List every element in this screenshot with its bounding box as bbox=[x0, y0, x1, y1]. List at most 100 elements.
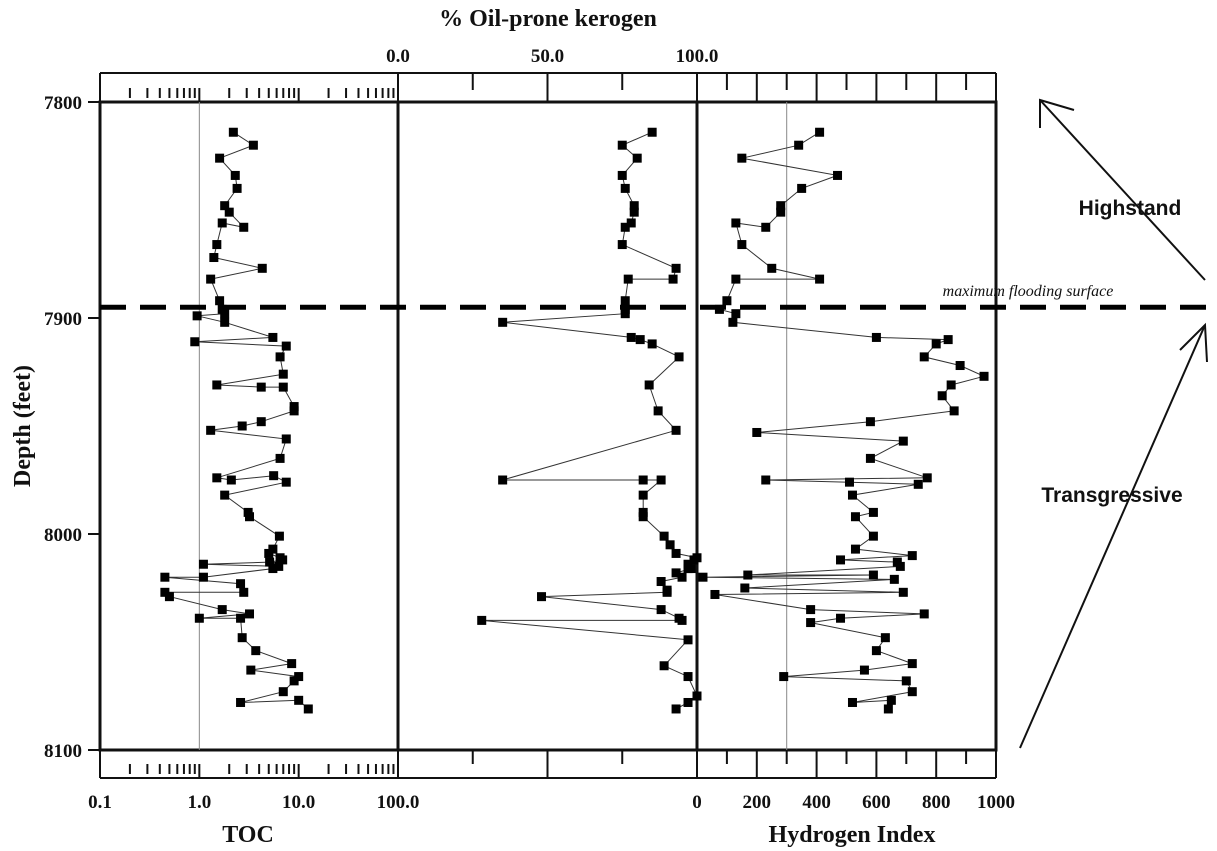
data-point bbox=[889, 574, 899, 584]
reference-lines bbox=[198, 102, 788, 750]
data-point bbox=[731, 218, 741, 228]
data-point bbox=[268, 564, 278, 574]
data-point bbox=[836, 613, 846, 623]
data-point bbox=[868, 531, 878, 541]
data-point bbox=[228, 127, 238, 137]
data-point bbox=[898, 587, 908, 597]
data-point bbox=[776, 201, 786, 211]
transgressive-arrow-head bbox=[1179, 322, 1208, 363]
data-point bbox=[192, 311, 202, 321]
depth-tick-label: 8100 bbox=[44, 741, 82, 762]
data-point bbox=[665, 540, 675, 550]
data-point bbox=[217, 605, 227, 615]
top-axis-title: % Oil-prone kerogen bbox=[439, 6, 657, 32]
data-point bbox=[815, 127, 825, 137]
data-point bbox=[674, 352, 684, 362]
data-point bbox=[859, 665, 869, 675]
data-point bbox=[278, 382, 288, 392]
data-point bbox=[683, 672, 693, 682]
data-point bbox=[797, 183, 807, 193]
data-point bbox=[257, 263, 267, 273]
data-point bbox=[731, 274, 741, 284]
data-point bbox=[767, 263, 777, 273]
data-point bbox=[647, 339, 657, 349]
data-point bbox=[256, 417, 266, 427]
data-point bbox=[274, 531, 284, 541]
data-point bbox=[644, 380, 654, 390]
data-point bbox=[671, 568, 681, 578]
data-point bbox=[206, 425, 216, 435]
data-point bbox=[806, 618, 816, 628]
toc-tick-label: 1.0 bbox=[187, 792, 211, 813]
data-point bbox=[689, 555, 699, 565]
data-point bbox=[686, 564, 696, 574]
data-point bbox=[901, 676, 911, 686]
data-point bbox=[731, 309, 741, 319]
data-point bbox=[289, 676, 299, 686]
data-point bbox=[671, 263, 681, 273]
data-point bbox=[275, 352, 285, 362]
data-point bbox=[844, 477, 854, 487]
data-point bbox=[919, 352, 929, 362]
data-point bbox=[164, 592, 174, 602]
data-point bbox=[224, 207, 234, 217]
data-point bbox=[281, 434, 291, 444]
data-point bbox=[638, 490, 648, 500]
data-point bbox=[236, 613, 246, 623]
series-line bbox=[702, 131, 986, 710]
series-line bbox=[481, 131, 699, 710]
data-point bbox=[898, 436, 908, 446]
toc-tick-label: 10.0 bbox=[282, 792, 315, 813]
data-point bbox=[671, 704, 681, 714]
data-point bbox=[620, 222, 630, 232]
data-point bbox=[212, 473, 222, 483]
data-point bbox=[737, 240, 747, 250]
data-point bbox=[815, 274, 825, 284]
data-point bbox=[907, 687, 917, 697]
data-point bbox=[498, 475, 508, 485]
hi-tick-label: 0 bbox=[692, 792, 702, 813]
data-point bbox=[537, 592, 547, 602]
data-point bbox=[278, 687, 288, 697]
data-point bbox=[865, 453, 875, 463]
data-point bbox=[209, 253, 219, 263]
data-point bbox=[653, 406, 663, 416]
data-point bbox=[217, 218, 227, 228]
data-point bbox=[248, 140, 258, 150]
data-point bbox=[237, 421, 247, 431]
data-point bbox=[215, 296, 225, 306]
data-point bbox=[656, 577, 666, 587]
plot-frame bbox=[98, 100, 998, 752]
data-point bbox=[212, 240, 222, 250]
data-series bbox=[160, 127, 989, 714]
oil-tick-label: 50.0 bbox=[531, 46, 564, 67]
data-point bbox=[245, 512, 255, 522]
data-point bbox=[868, 507, 878, 517]
data-point bbox=[623, 274, 633, 284]
data-point bbox=[239, 222, 249, 232]
data-point bbox=[880, 633, 890, 643]
data-point bbox=[850, 544, 860, 554]
data-point bbox=[662, 587, 672, 597]
data-point bbox=[220, 490, 230, 500]
data-point bbox=[281, 341, 291, 351]
annotation-arrows bbox=[100, 98, 1212, 749]
highstand-arrow-shaft bbox=[1039, 99, 1206, 281]
data-point bbox=[626, 332, 636, 342]
data-point bbox=[728, 317, 738, 327]
mfs-label: maximum flooding surface bbox=[943, 283, 1114, 300]
data-point bbox=[868, 570, 878, 580]
data-point bbox=[671, 425, 681, 435]
data-point bbox=[779, 672, 789, 682]
series-1 bbox=[477, 127, 702, 714]
toc-tick-label: 100.0 bbox=[377, 792, 420, 813]
data-point bbox=[212, 380, 222, 390]
data-point bbox=[659, 661, 669, 671]
data-point bbox=[194, 613, 204, 623]
data-point bbox=[955, 361, 965, 371]
data-point bbox=[638, 512, 648, 522]
data-point bbox=[677, 615, 687, 625]
data-point bbox=[946, 380, 956, 390]
data-point bbox=[265, 557, 275, 567]
